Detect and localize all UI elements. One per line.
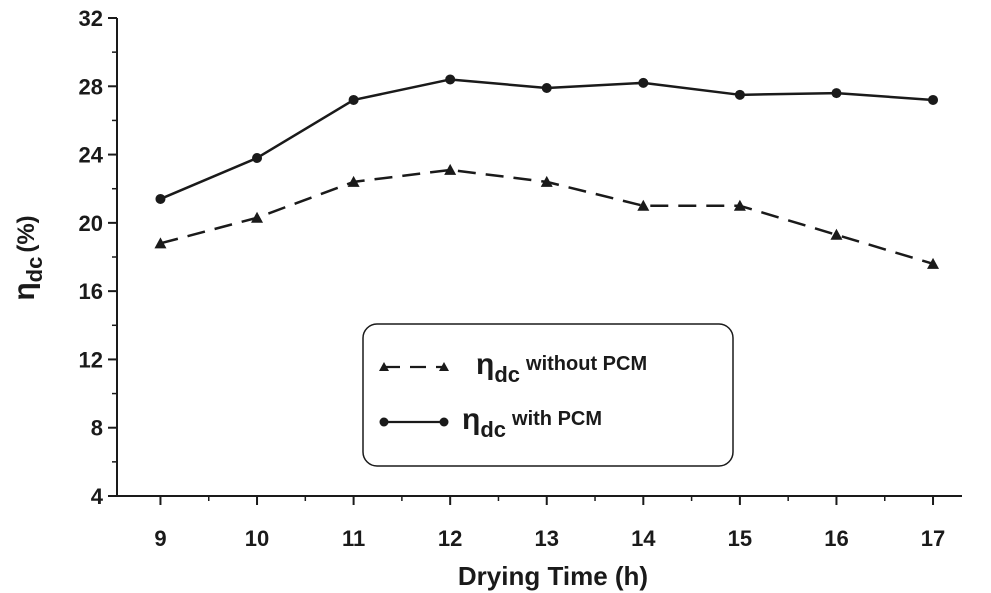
legend-symbol: η bbox=[462, 403, 480, 436]
y-tick-label: 16 bbox=[79, 279, 103, 304]
x-tick-label: 10 bbox=[245, 526, 269, 551]
legend: ηdc without PCM ηdc with PCM bbox=[362, 323, 734, 467]
data-point-with-pcm bbox=[541, 82, 552, 93]
legend-item-with-pcm: ηdc with PCM bbox=[379, 403, 602, 442]
y-tick-label: 12 bbox=[79, 347, 103, 372]
data-point-with-pcm bbox=[252, 152, 263, 163]
y-axis-unit: (%) bbox=[13, 215, 40, 252]
x-tick-label: 9 bbox=[154, 526, 166, 551]
y-axis-symbol: η bbox=[8, 282, 41, 300]
legend-symbol: η bbox=[476, 348, 494, 381]
plot-area: 4 8 12 16 20 24 28 32 9 10 11 12 13 14 15 16 17 bbox=[79, 6, 962, 551]
data-point-without-pcm bbox=[540, 175, 553, 187]
y-tick-label: 4 bbox=[91, 484, 104, 509]
legend-suffix: without PCM bbox=[525, 353, 647, 375]
x-tick-label: 17 bbox=[921, 526, 945, 551]
legend-marker-circle bbox=[379, 417, 389, 427]
y-axis-title: ηdc (%) bbox=[8, 215, 47, 300]
y-tick-label: 28 bbox=[79, 74, 103, 99]
y-tick-label: 32 bbox=[79, 6, 103, 31]
data-point-without-pcm bbox=[927, 257, 940, 269]
y-tick-label: 20 bbox=[79, 211, 103, 236]
data-point-with-pcm bbox=[831, 88, 842, 99]
legend-marker-triangle bbox=[379, 362, 389, 371]
x-tick-label: 11 bbox=[342, 526, 365, 551]
legend-label-with-pcm: ηdc with PCM bbox=[462, 403, 602, 442]
data-point-without-pcm bbox=[154, 237, 167, 249]
legend-item-without-pcm: ηdc without PCM bbox=[379, 348, 647, 387]
x-tick-label: 14 bbox=[631, 526, 656, 551]
data-point-with-pcm bbox=[734, 89, 745, 100]
data-point-without-pcm bbox=[347, 175, 360, 187]
data-point-with-pcm bbox=[445, 74, 456, 85]
data-point-without-pcm bbox=[637, 199, 650, 211]
data-point-with-pcm bbox=[155, 193, 166, 204]
y-tick-label: 8 bbox=[91, 416, 103, 441]
legend-suffix: with PCM bbox=[511, 408, 602, 430]
data-point-without-pcm bbox=[251, 211, 264, 223]
y-axis-subscript: dc bbox=[22, 257, 47, 283]
data-point-with-pcm bbox=[638, 77, 649, 88]
data-point-with-pcm bbox=[348, 94, 359, 105]
data-point-without-pcm bbox=[830, 228, 843, 240]
y-tick-label: 24 bbox=[79, 143, 104, 168]
legend-subscript: dc bbox=[494, 362, 520, 387]
x-tick-label: 12 bbox=[438, 526, 462, 551]
legend-marker-triangle bbox=[439, 362, 449, 371]
data-point-with-pcm bbox=[928, 94, 939, 105]
data-point-without-pcm bbox=[444, 163, 457, 175]
legend-marker-circle bbox=[439, 417, 449, 427]
legend-subscript: dc bbox=[480, 417, 506, 442]
x-tick-label: 15 bbox=[728, 526, 752, 551]
x-axis-title: Drying Time (h) bbox=[458, 561, 648, 591]
x-tick-label: 16 bbox=[824, 526, 848, 551]
legend-box bbox=[362, 323, 734, 467]
legend-label-without-pcm: ηdc without PCM bbox=[476, 348, 647, 387]
x-tick-label: 13 bbox=[535, 526, 559, 551]
data-point-without-pcm bbox=[733, 199, 746, 211]
